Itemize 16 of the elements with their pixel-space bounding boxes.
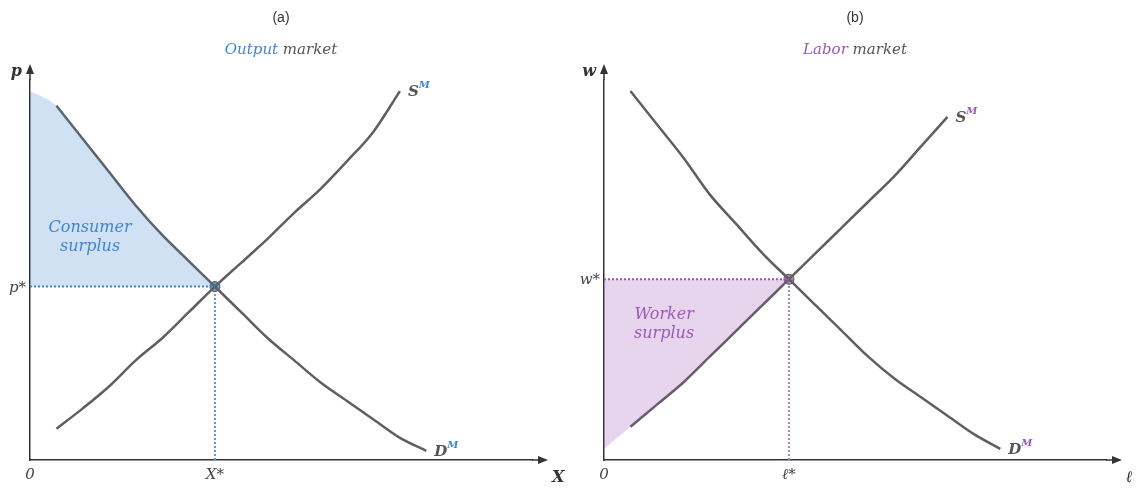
x-tick-label: ℓ* <box>782 464 797 483</box>
chart-title: (a) <box>272 9 290 25</box>
text: p* <box>8 277 27 296</box>
x-axis-title: ℓ <box>1125 467 1133 486</box>
y-axis-title: w <box>582 61 598 80</box>
text: w* <box>579 270 601 289</box>
x-tick-label: 0 <box>599 464 610 483</box>
chart-subtitle: Output market <box>224 40 339 58</box>
series-label: Worker surplus <box>634 303 696 342</box>
x-tick-label: X* <box>204 464 225 483</box>
y-axis-title: p <box>10 61 22 80</box>
x-axis-title: X <box>551 467 565 486</box>
chart-subtitle: Labor market <box>802 40 908 58</box>
x-tick-label: 0 <box>25 464 36 483</box>
series-label: Consumer surplus <box>48 217 133 256</box>
chart-title: (b) <box>846 9 864 25</box>
